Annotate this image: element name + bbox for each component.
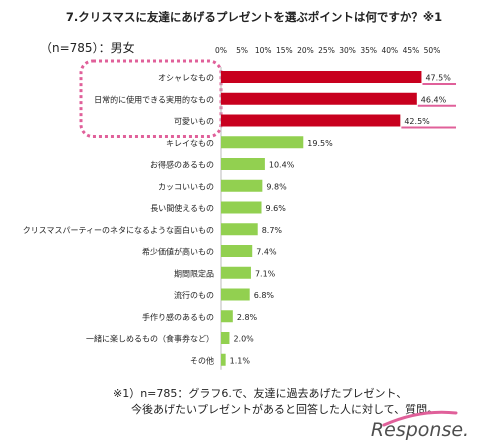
x-tick-label: 30% xyxy=(339,46,356,55)
bar xyxy=(221,266,251,279)
category-label: 一緒に楽しめるもの（食事券など） xyxy=(86,334,214,344)
value-label: 9.8% xyxy=(266,182,287,191)
value-label: 10.4% xyxy=(269,161,295,170)
footnote-line-1: ※1）n=785：グラフ6.で、友達に過去あげたプレゼント、 xyxy=(113,386,407,400)
bar xyxy=(221,310,233,323)
category-label: カッコいいもの xyxy=(158,182,214,191)
bar xyxy=(221,71,422,83)
x-tick-label: 45% xyxy=(403,46,420,55)
x-tick-label: 35% xyxy=(360,46,377,55)
x-tick-labels: 0% 5% 10% 15% 20% 25% 30% 35% 40% 45% 50% xyxy=(215,46,440,55)
category-label: キレイなもの xyxy=(166,139,214,148)
watermark-text: Response. xyxy=(371,419,469,441)
category-label: クリスマスパーティーのネタになるような面白いもの xyxy=(23,225,214,235)
bar xyxy=(221,353,226,366)
category-label: 流行のもの xyxy=(174,290,214,300)
value-label: 42.5% xyxy=(404,117,430,126)
chart-title: 7.クリスマスに友達にあげるプレゼントを選ぶポイントは何ですか？※1 xyxy=(66,10,442,24)
bar xyxy=(221,288,250,301)
bar xyxy=(221,223,258,236)
bar xyxy=(221,245,253,257)
category-label: 長い間使えるもの xyxy=(150,203,214,213)
x-tick-label: 50% xyxy=(424,46,441,55)
footnote-line-2: 今後あげたいプレゼントがあると回答した人に対して、質問。 xyxy=(131,402,438,416)
category-label: オシャレなもの xyxy=(158,74,214,83)
bar xyxy=(221,179,263,192)
x-tick-label: 5% xyxy=(236,46,248,55)
value-label: 6.8% xyxy=(254,291,275,300)
value-label: 47.5% xyxy=(425,74,451,83)
bar xyxy=(221,158,265,170)
bar xyxy=(221,136,304,149)
x-tick-label: 10% xyxy=(255,46,272,55)
category-label: 日常的に使用できる実用的なもの xyxy=(94,94,214,104)
value-label: 1.1% xyxy=(230,356,251,365)
bars xyxy=(220,67,456,370)
category-label: 可愛いもの xyxy=(174,116,214,126)
category-label: その他 xyxy=(190,355,214,365)
value-labels: 47.5% 46.4% 42.5% 19.5% 10.4% 9.8% 9.6% 8.7% 7.4… xyxy=(230,74,452,366)
value-label: 7.4% xyxy=(256,248,277,257)
value-label: 9.6% xyxy=(266,204,287,213)
value-label: 46.4% xyxy=(421,95,447,104)
value-label: 8.7% xyxy=(262,226,283,235)
category-label: 期間限定品 xyxy=(174,268,214,278)
x-tick-label: 20% xyxy=(297,46,314,55)
response-logo: Response. xyxy=(371,410,469,441)
category-label: 希少価値が高いもの xyxy=(142,247,214,257)
logo-swoosh xyxy=(382,410,458,427)
bar xyxy=(221,114,401,127)
x-tick-label: 25% xyxy=(318,46,335,55)
bar xyxy=(221,332,230,344)
category-label: 手作り感のあるもの xyxy=(142,312,214,322)
category-labels: オシャレなもの日常的に使用できる実用的なもの可愛いものキレイなものお得感のあるも… xyxy=(23,74,214,366)
sample-size-label: （n=785）：男女 xyxy=(40,40,135,55)
category-label: お得感のあるもの xyxy=(150,160,214,170)
value-label: 7.1% xyxy=(255,269,276,278)
value-label: 19.5% xyxy=(307,139,333,148)
value-label: 2.0% xyxy=(233,335,254,344)
value-label: 2.8% xyxy=(237,313,258,322)
bar xyxy=(221,201,262,214)
bar xyxy=(221,92,417,105)
x-tick-label: 0% xyxy=(215,46,227,55)
x-tick-label: 15% xyxy=(276,46,293,55)
x-tick-label: 40% xyxy=(381,46,398,55)
